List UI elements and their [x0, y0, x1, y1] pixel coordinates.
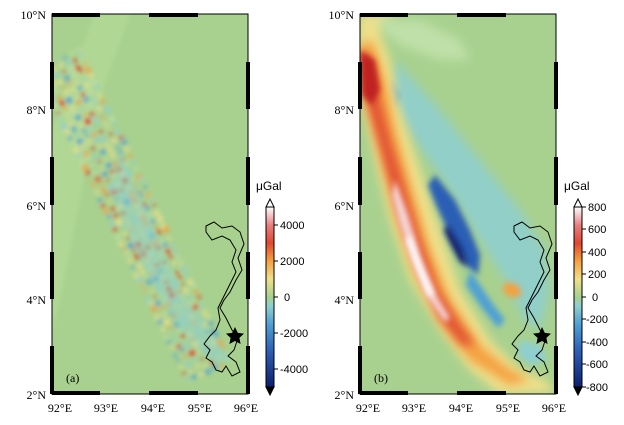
panel-a-lat-label: 10°N — [21, 8, 47, 22]
panel-a-colorbar-tick: 2000 — [280, 256, 304, 268]
panel-a-label: (a) — [66, 371, 79, 385]
panel-a-lon-label: 96°E — [234, 401, 258, 415]
panel-a-border-bars — [50, 13, 250, 395]
panel-b-colorbar: μGal 800 600 400 200 0 -200 -400 -60 — [564, 179, 608, 397]
panel-b-lat-label: 8°N — [335, 103, 355, 117]
panel-b-coastline — [511, 221, 553, 377]
panel-b-colorbar-unit: μGal — [564, 179, 590, 193]
panel-b-lon-label: 94°E — [449, 401, 473, 415]
panel-a-colorbar-tick: 0 — [284, 292, 290, 304]
panel-a-colorbar-tick: -4000 — [280, 364, 308, 376]
panel-a-lon-label: 94°E — [141, 401, 165, 415]
panel-b-lon-label: 95°E — [496, 401, 520, 415]
panel-b-lon-label: 96°E — [542, 401, 566, 415]
panel-a-field — [52, 14, 248, 394]
panel-b-lat-label: 4°N — [335, 293, 355, 307]
panel-b-colorbar-tick: -200 — [586, 314, 608, 326]
panel-b-lon-label: 92°E — [356, 401, 380, 415]
panel-b-lon-label: 93°E — [402, 401, 426, 415]
panel-a-lat-label: 4°N — [27, 293, 47, 307]
panel-a-coastline — [203, 221, 245, 377]
panel-b-lat-label: 2°N — [335, 388, 355, 402]
panel-a: (a) 10°N 8°N 6°N 4°N 2°N 92°E 93°E 94°E … — [21, 8, 309, 415]
panel-b-colorbar-tick: -800 — [586, 382, 608, 394]
panel-a-lat-label: 6°N — [27, 199, 47, 213]
panel-a-colorbar: μGal 4000 2000 0 -2000 -4000 — [256, 179, 308, 397]
panel-b-epicenter-star-icon — [533, 327, 551, 344]
panel-b-colorbar-tick: 600 — [588, 224, 606, 236]
panel-b-border-bars — [358, 13, 558, 395]
panel-b: (b) 10°N 8°N 6°N 4°N 2°N 92°E 93°E 94°E … — [329, 8, 609, 415]
panel-b-colorbar-tick: 400 — [588, 247, 606, 259]
panel-b-lat-label: 10°N — [329, 8, 355, 22]
panel-b-colorbar-tick: 200 — [588, 269, 606, 281]
panel-a-lat-label: 2°N — [27, 388, 47, 402]
panel-a-lat-label: 8°N — [27, 103, 47, 117]
panel-a-lon-label: 93°E — [94, 401, 118, 415]
panel-a-lon-label: 92°E — [48, 401, 72, 415]
panel-a-colorbar-unit: μGal — [256, 179, 282, 193]
panel-b-label: (b) — [374, 371, 388, 385]
panel-a-colorbar-tick: 4000 — [280, 220, 304, 232]
panel-b-lat-label: 6°N — [335, 199, 355, 213]
panel-a-colorbar-tick: -2000 — [280, 328, 308, 340]
panel-b-colorbar-tick: 800 — [588, 202, 606, 214]
panel-b-colorbar-tick: -600 — [586, 359, 608, 371]
panel-b-field — [360, 14, 556, 394]
panel-b-colorbar-tick: 0 — [592, 292, 598, 304]
panel-b-colorbar-tick: -400 — [586, 337, 608, 349]
panel-a-lon-label: 95°E — [188, 401, 212, 415]
panel-a-epicenter-star-icon — [226, 327, 244, 344]
